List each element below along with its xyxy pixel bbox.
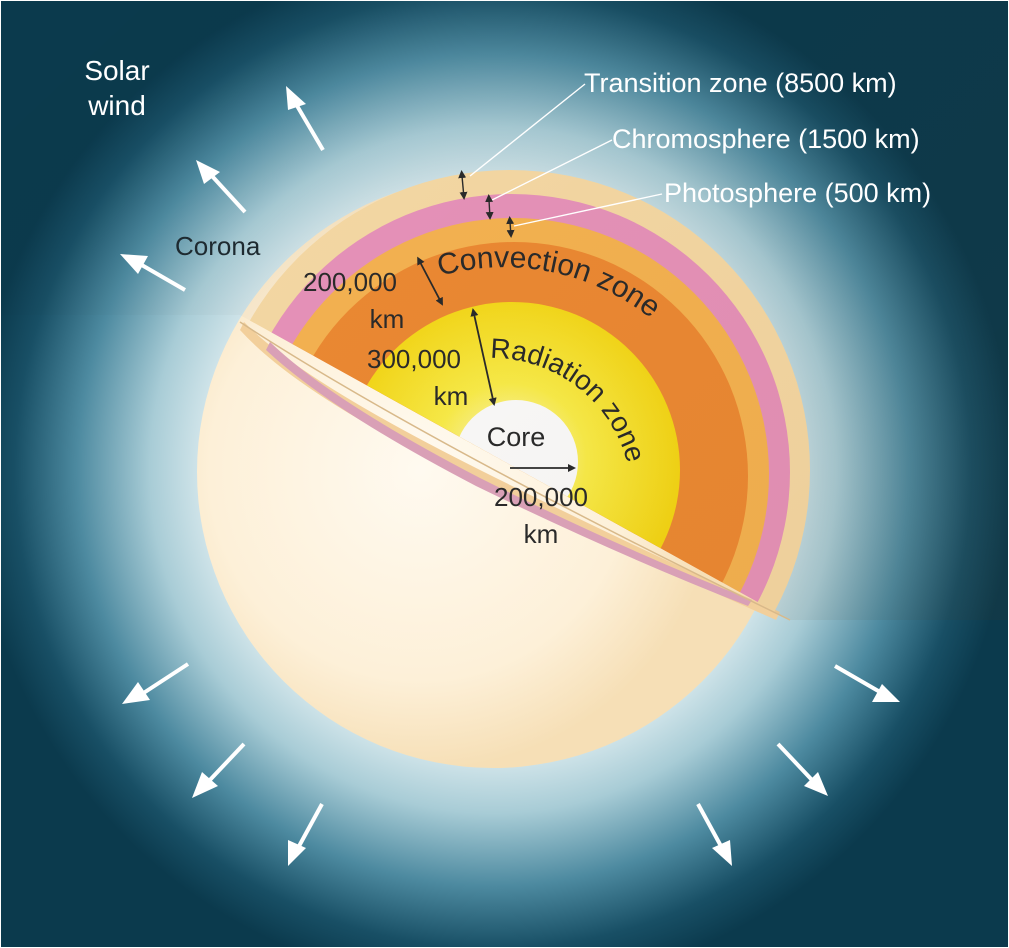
core-radius-label: 200,000 — [494, 482, 588, 512]
transition-zone-label: Transition zone (8500 km) — [584, 68, 897, 98]
chromosphere-leader — [491, 139, 613, 201]
chromosphere-marker — [485, 194, 494, 220]
wind-arrow-icon — [120, 254, 187, 292]
wind-arrow-icon — [122, 662, 190, 704]
radiation-thickness-label: 300,000 — [367, 344, 461, 374]
wind-arrow-icon — [696, 803, 732, 866]
photosphere-marker — [506, 216, 515, 238]
transition-zone-leader — [469, 83, 586, 177]
solar-wind-label: Solar — [84, 55, 149, 86]
radiation-thickness-arrow — [470, 308, 497, 406]
core-radius-unit: km — [524, 519, 559, 549]
convection-thickness-label: 200,000 — [303, 267, 397, 297]
wind-arrow-icon — [192, 742, 246, 798]
photosphere-label: Photosphere (500 km) — [664, 178, 931, 208]
convection-thickness-unit: km — [370, 304, 405, 334]
wind-arrow-icon — [196, 160, 247, 214]
solar-wind-arrows — [120, 86, 900, 866]
transition-zone-marker — [458, 170, 468, 200]
radiation-thickness-unit: km — [434, 381, 469, 411]
wind-arrow-icon — [286, 86, 325, 152]
solar-wind-label-line2: wind — [87, 90, 146, 121]
photosphere-leader — [513, 193, 663, 227]
core-label: Core — [487, 422, 546, 452]
cut-line — [239, 321, 791, 621]
thickness-arrows — [417, 256, 576, 472]
chromosphere-label: Chromosphere (1500 km) — [612, 124, 920, 154]
convection-thickness-arrow — [417, 256, 443, 306]
thin-layer-markers — [458, 170, 515, 238]
wind-arrow-icon — [833, 664, 900, 702]
wind-arrow-icon — [288, 803, 324, 866]
leader-lines — [469, 83, 663, 227]
corona-label: Corona — [175, 231, 261, 261]
wind-arrow-icon — [776, 742, 828, 796]
